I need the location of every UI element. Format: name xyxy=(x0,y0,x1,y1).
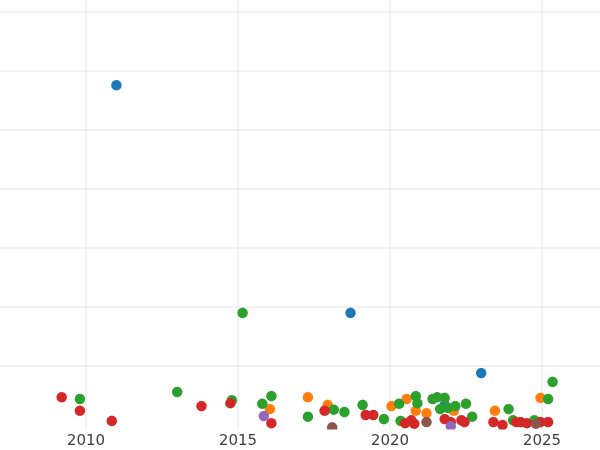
data-point-green xyxy=(171,386,183,398)
gridlines-vertical xyxy=(85,0,543,430)
data-point-green xyxy=(547,376,558,388)
data-point-green xyxy=(439,392,450,404)
x-tick-label: 2020 xyxy=(371,431,409,449)
data-point-green xyxy=(302,411,314,422)
data-point-green xyxy=(357,399,368,411)
data-point-green xyxy=(378,413,390,425)
x-axis-tick-labels: 2010 2015 2020 2025 xyxy=(67,431,561,449)
data-point-red xyxy=(497,419,508,430)
data-point-blue xyxy=(345,307,356,319)
data-point-red xyxy=(360,409,371,421)
data-point-blue xyxy=(475,367,487,379)
data-point-green xyxy=(450,400,461,412)
data-point-green xyxy=(412,397,423,409)
data-point-red xyxy=(319,405,330,417)
x-tick-label: 2025 xyxy=(523,431,561,449)
data-point-orange xyxy=(264,403,276,415)
data-point-green xyxy=(542,393,554,405)
data-point-orange xyxy=(421,407,432,419)
data-point-purple xyxy=(445,420,457,430)
data-point-red xyxy=(521,417,533,429)
data-point-red xyxy=(542,416,554,428)
data-point-orange xyxy=(302,392,314,403)
data-point-red xyxy=(368,409,379,421)
data-point-red xyxy=(459,416,470,428)
data-point-brown xyxy=(530,418,542,430)
gridlines-horizontal xyxy=(0,11,600,367)
data-point-red xyxy=(56,392,67,403)
data-point-green xyxy=(393,398,405,410)
data-point-brown xyxy=(326,422,338,430)
data-point-green xyxy=(328,404,340,415)
data-point-green xyxy=(237,307,248,319)
data-point-red xyxy=(74,405,86,417)
data-point-brown xyxy=(421,416,432,428)
x-tick-label: 2010 xyxy=(67,431,105,449)
data-point-green xyxy=(257,398,268,410)
data-point-blue xyxy=(111,79,122,91)
data-point-green xyxy=(266,390,277,402)
data-point-orange xyxy=(401,393,412,405)
data-point-green xyxy=(466,411,478,422)
data-point-green xyxy=(431,392,443,403)
data-points-layer xyxy=(56,79,558,430)
data-point-purple xyxy=(258,410,270,422)
data-point-green xyxy=(339,406,350,418)
data-point-green xyxy=(74,393,86,405)
x-tick-label: 2015 xyxy=(219,431,257,449)
data-point-red xyxy=(409,418,420,430)
data-point-red xyxy=(196,400,207,412)
data-point-green xyxy=(460,398,472,410)
data-point-orange xyxy=(489,405,501,417)
data-point-red xyxy=(266,417,277,429)
data-point-red xyxy=(225,397,236,409)
data-point-red xyxy=(106,415,118,427)
data-point-red xyxy=(488,416,499,428)
data-point-green xyxy=(503,403,514,415)
